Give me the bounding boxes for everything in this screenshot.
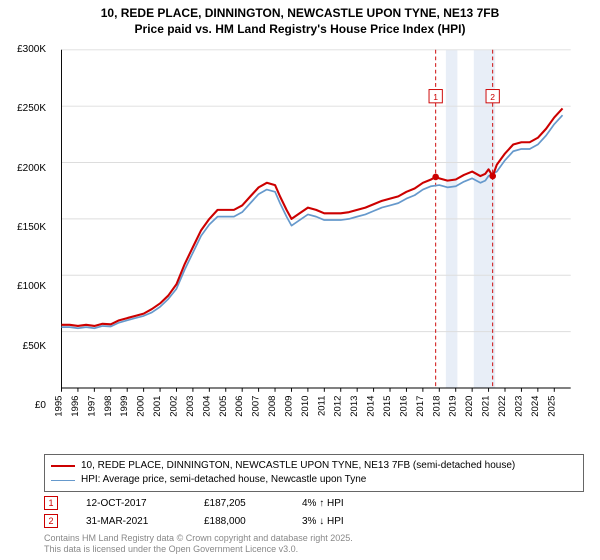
chart-container: 10, REDE PLACE, DINNINGTON, NEWCASTLE UP… (0, 0, 600, 560)
marker-date-1: 12-OCT-2017 (86, 498, 176, 509)
svg-text:2006: 2006 (234, 396, 245, 417)
svg-text:2: 2 (490, 92, 495, 102)
y-axis-label: £300K (2, 44, 46, 55)
y-axis-label: £200K (2, 163, 46, 174)
title-line-1: 10, REDE PLACE, DINNINGTON, NEWCASTLE UP… (0, 6, 600, 22)
y-axis-label: £250K (2, 103, 46, 114)
marker-price-1: £187,205 (204, 498, 274, 509)
legend: 10, REDE PLACE, DINNINGTON, NEWCASTLE UP… (44, 454, 584, 492)
markers-list: 1 12-OCT-2017 £187,205 4% ↑ HPI 2 31-MAR… (44, 496, 584, 532)
svg-text:2010: 2010 (300, 396, 311, 417)
svg-text:2002: 2002 (168, 396, 179, 417)
svg-text:2003: 2003 (185, 396, 196, 417)
svg-text:2015: 2015 (382, 396, 393, 417)
footer-line-2: This data is licensed under the Open Gov… (44, 544, 353, 556)
svg-text:2004: 2004 (201, 396, 212, 417)
y-axis-label: £50K (2, 341, 46, 352)
svg-text:1995: 1995 (54, 396, 65, 417)
y-axis-label: £0 (2, 400, 46, 411)
legend-swatch-hpi (51, 480, 75, 481)
svg-text:1999: 1999 (119, 396, 130, 417)
marker-price-2: £188,000 (204, 516, 274, 527)
footer-line-1: Contains HM Land Registry data © Crown c… (44, 533, 353, 545)
marker-pct-2: 3% ↓ HPI (302, 516, 372, 527)
title-line-2: Price paid vs. HM Land Registry's House … (0, 22, 600, 38)
legend-row-1: 10, REDE PLACE, DINNINGTON, NEWCASTLE UP… (51, 459, 577, 473)
chart-svg: £0£50K£100K£150K£200K£250K£300K199519961… (48, 46, 588, 426)
svg-text:1998: 1998 (103, 396, 114, 417)
svg-text:2000: 2000 (136, 396, 147, 417)
svg-text:2005: 2005 (218, 396, 229, 417)
svg-text:1996: 1996 (70, 396, 81, 417)
svg-text:2024: 2024 (530, 396, 541, 417)
svg-text:1997: 1997 (86, 396, 97, 417)
legend-swatch-price-paid (51, 465, 75, 467)
svg-text:2025: 2025 (546, 396, 557, 417)
marker-row-2: 2 31-MAR-2021 £188,000 3% ↓ HPI (44, 514, 584, 528)
svg-text:2018: 2018 (431, 396, 442, 417)
svg-text:2022: 2022 (497, 396, 508, 417)
svg-text:2007: 2007 (251, 396, 262, 417)
chart-title: 10, REDE PLACE, DINNINGTON, NEWCASTLE UP… (0, 0, 600, 37)
svg-text:2019: 2019 (448, 396, 459, 417)
marker-pct-1: 4% ↑ HPI (302, 498, 372, 509)
svg-text:2011: 2011 (316, 396, 327, 416)
legend-label-1: 10, REDE PLACE, DINNINGTON, NEWCASTLE UP… (81, 459, 515, 473)
svg-text:2013: 2013 (349, 396, 360, 417)
chart-plot-area: £0£50K£100K£150K£200K£250K£300K199519961… (48, 46, 588, 426)
y-axis-label: £100K (2, 281, 46, 292)
marker-badge-2: 2 (44, 514, 58, 528)
footer-attribution: Contains HM Land Registry data © Crown c… (44, 533, 353, 556)
svg-text:2001: 2001 (152, 396, 163, 417)
svg-text:2008: 2008 (267, 396, 278, 417)
svg-text:2021: 2021 (481, 396, 492, 417)
legend-label-2: HPI: Average price, semi-detached house,… (81, 473, 366, 487)
svg-text:2009: 2009 (283, 396, 294, 417)
marker-badge-1: 1 (44, 496, 58, 510)
svg-text:2016: 2016 (398, 396, 409, 417)
svg-text:2017: 2017 (415, 396, 426, 417)
svg-text:2020: 2020 (464, 396, 475, 417)
legend-row-2: HPI: Average price, semi-detached house,… (51, 473, 577, 487)
svg-text:2012: 2012 (333, 396, 344, 417)
y-axis-label: £150K (2, 222, 46, 233)
svg-text:2014: 2014 (366, 396, 377, 417)
marker-date-2: 31-MAR-2021 (86, 516, 176, 527)
marker-row-1: 1 12-OCT-2017 £187,205 4% ↑ HPI (44, 496, 584, 510)
svg-text:2023: 2023 (513, 396, 524, 417)
svg-text:1: 1 (433, 92, 438, 102)
